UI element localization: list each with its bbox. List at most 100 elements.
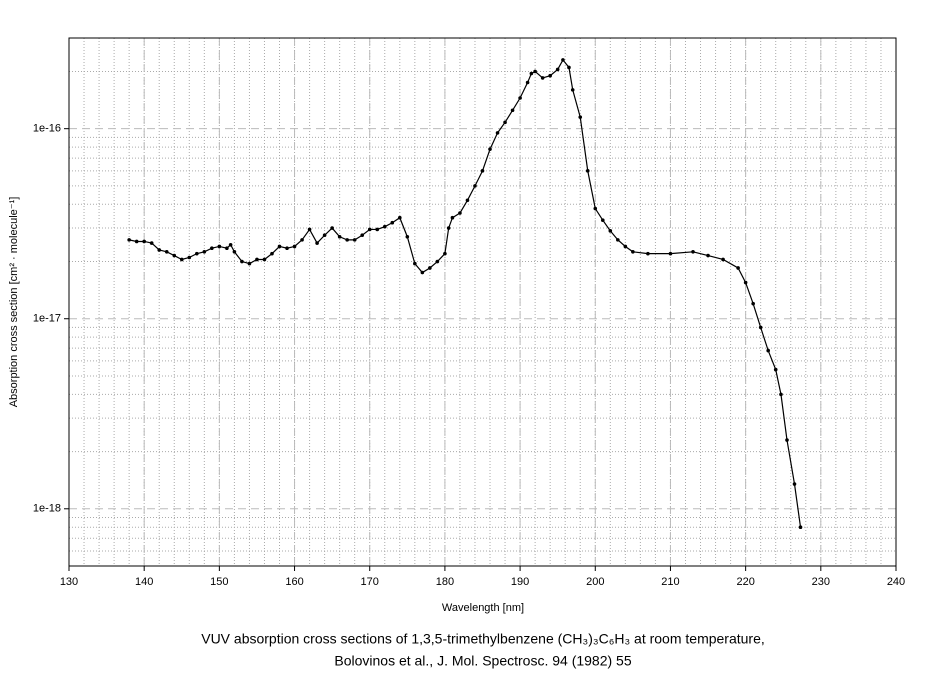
data-point xyxy=(367,227,372,232)
data-point xyxy=(743,280,748,285)
data-point xyxy=(360,233,365,238)
data-point xyxy=(706,253,710,258)
data-point xyxy=(495,131,500,135)
data-point xyxy=(623,244,628,249)
data-point xyxy=(225,246,229,251)
data-point xyxy=(450,215,455,220)
data-point xyxy=(307,227,312,232)
data-point xyxy=(228,242,233,247)
x-axis-label: Wavelength [nm] xyxy=(442,602,524,614)
data-point xyxy=(398,215,402,220)
data-point xyxy=(202,249,207,254)
x-tick-label: 220 xyxy=(736,576,754,588)
data-point xyxy=(375,227,380,232)
data-point xyxy=(668,251,673,256)
data-point xyxy=(510,108,515,113)
data-point xyxy=(518,96,522,100)
data-point xyxy=(779,392,783,397)
data-point xyxy=(285,246,289,251)
data-point xyxy=(382,224,387,229)
data-point xyxy=(736,266,740,270)
y-tick-label: 1e-16 xyxy=(33,123,61,135)
data-point xyxy=(255,257,259,262)
data-point xyxy=(300,238,304,242)
data-point xyxy=(149,241,154,245)
y-tick-label: 1e-18 xyxy=(33,503,61,515)
data-point xyxy=(480,169,485,173)
plot-frame xyxy=(68,37,897,567)
data-point xyxy=(533,69,537,74)
data-point xyxy=(337,234,342,239)
data-point xyxy=(262,257,267,262)
data-point xyxy=(721,257,725,262)
x-tick-label: 210 xyxy=(661,576,679,588)
data-point xyxy=(570,88,575,92)
data-point xyxy=(758,325,763,330)
data-point xyxy=(210,246,214,251)
data-point xyxy=(247,261,252,266)
data-point xyxy=(529,71,534,76)
data-point xyxy=(503,120,507,125)
data-point xyxy=(435,259,440,264)
data-point xyxy=(488,147,492,151)
data-point xyxy=(608,229,613,233)
data-point xyxy=(420,270,425,275)
data-point xyxy=(292,244,297,249)
data-point xyxy=(277,244,282,249)
x-tick-label: 180 xyxy=(436,576,454,588)
data-point xyxy=(691,249,695,254)
data-point xyxy=(555,67,560,72)
data-point xyxy=(458,211,462,215)
data-point xyxy=(127,238,131,242)
data-point xyxy=(600,218,605,222)
x-tick-label: 140 xyxy=(135,576,153,588)
data-point xyxy=(473,184,477,188)
x-tick-label: 150 xyxy=(210,576,228,588)
data-point xyxy=(322,233,327,238)
x-tick-label: 190 xyxy=(511,576,529,588)
x-tick-label: 170 xyxy=(361,576,379,588)
data-point xyxy=(172,253,177,258)
data-point xyxy=(195,251,199,256)
data-point xyxy=(315,241,319,245)
data-point xyxy=(525,80,530,85)
data-point xyxy=(390,220,395,225)
data-point xyxy=(446,226,451,230)
data-point xyxy=(751,301,755,306)
data-point xyxy=(540,76,545,80)
data-point xyxy=(157,248,162,252)
caption: Bolovinos et al., J. Mol. Spectrosc. 94 … xyxy=(334,653,631,669)
data-point xyxy=(217,244,222,249)
data-point xyxy=(593,206,598,211)
data-point xyxy=(792,482,797,486)
data-point xyxy=(631,249,635,254)
data-point xyxy=(766,348,770,353)
data-point xyxy=(413,261,417,266)
data-point xyxy=(567,65,571,70)
data-point xyxy=(773,367,778,372)
data-point xyxy=(134,239,139,244)
y-axis-label: Absorption cross section [cm² · molecule… xyxy=(8,197,20,408)
data-point xyxy=(345,238,349,242)
data-point xyxy=(585,169,590,173)
data-point xyxy=(616,238,620,242)
x-tick-label: 200 xyxy=(586,576,604,588)
x-tick-label: 130 xyxy=(60,576,78,588)
data-point xyxy=(142,239,146,244)
data-point xyxy=(548,73,552,78)
caption: VUV absorption cross sections of 1,3,5-t… xyxy=(201,631,765,647)
x-tick-label: 230 xyxy=(812,576,830,588)
data-point xyxy=(352,238,357,242)
y-tick-label: 1e-17 xyxy=(33,313,61,325)
data-point xyxy=(164,249,169,254)
data-point xyxy=(443,251,447,256)
plot-border xyxy=(68,37,897,567)
data-point xyxy=(578,115,583,119)
data-point xyxy=(187,255,192,260)
x-tick-label: 160 xyxy=(285,576,303,588)
data-point xyxy=(465,198,470,203)
data-point xyxy=(798,525,803,530)
data-point xyxy=(179,257,184,262)
data-point xyxy=(270,251,274,256)
